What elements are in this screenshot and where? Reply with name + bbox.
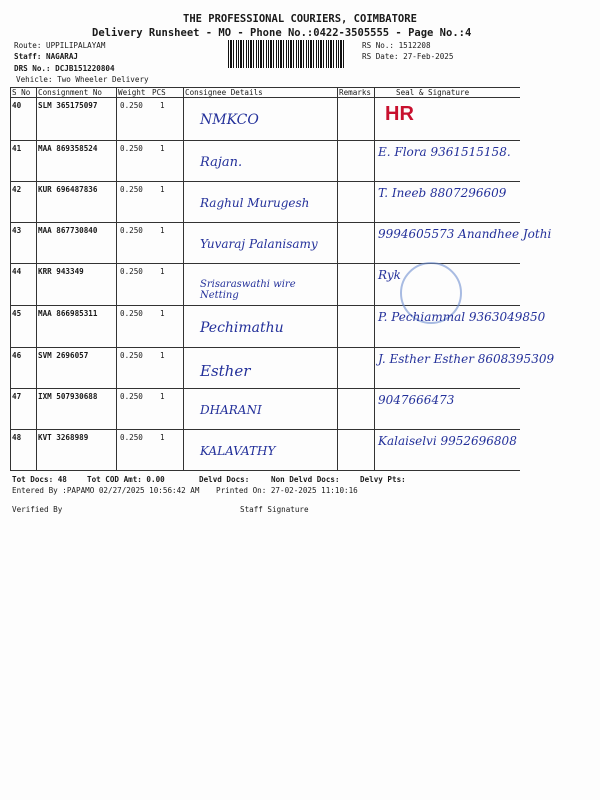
delivered-docs: Delvd Docs: [199, 475, 250, 484]
recipient-signature: 9994605573 Anandhee Jothi [378, 227, 552, 241]
rs-date: RS Date: 27-Feb-2025 [362, 52, 454, 61]
company-seal-stamp [400, 262, 462, 324]
serial-number: 40 [12, 101, 22, 110]
consignee-handwritten: KALAVATHY [200, 444, 276, 458]
consignment-number: MAA 867730840 [38, 226, 98, 235]
serial-number: 41 [12, 144, 22, 153]
weight: 0.250 [120, 351, 143, 360]
column-header-0: S No [12, 88, 31, 97]
table-rule [10, 305, 520, 306]
pieces: 1 [160, 351, 165, 360]
consignment-number: MAA 869358524 [38, 144, 98, 153]
serial-number: 42 [12, 185, 22, 194]
consignment-number: SLM 365175097 [38, 101, 98, 110]
pieces: 1 [160, 392, 165, 401]
consignee-handwritten: Esther [200, 362, 251, 380]
column-divider [116, 87, 117, 470]
consignee-handwritten: Srisaraswathi wire Netting [200, 279, 296, 301]
consignee-handwritten: Yuvaraj Palanisamy [200, 237, 318, 251]
entered-by: Entered By :PAPAMO 02/27/2025 10:56:42 A… [12, 486, 200, 495]
runsheet-subtitle: Delivery Runsheet - MO - Phone No.:0422-… [92, 27, 472, 39]
total-docs: Tot Docs: 48 [12, 475, 67, 484]
total-cod: Tot COD Amt: 0.00 [87, 475, 165, 484]
table-rule [10, 87, 520, 88]
weight: 0.250 [120, 433, 143, 442]
verified-by: Verified By [12, 505, 63, 514]
consignment-number: IXM 507930688 [38, 392, 98, 401]
recipient-signature: Ryk [378, 268, 401, 282]
column-header-2: Weight [118, 88, 146, 97]
table-rule [10, 181, 520, 182]
non-delivered-docs: Non Delvd Docs: [271, 475, 340, 484]
column-divider [36, 87, 37, 470]
serial-number: 44 [12, 267, 22, 276]
consignee-handwritten: Rajan. [200, 155, 243, 170]
table-rule [10, 470, 520, 471]
serial-number: 46 [12, 351, 22, 360]
recipient-signature: P. Pechiammal 9363049850 [378, 310, 546, 324]
table-rule [10, 429, 520, 430]
staff: Staff: NAGARAJ [14, 52, 79, 61]
weight: 0.250 [120, 185, 143, 194]
rs-number: RS No.: 1512208 [362, 41, 431, 50]
printed-on: Printed On: 27-02-2025 11:10:16 [216, 486, 358, 495]
recipient-signature: HR [385, 103, 414, 125]
weight: 0.250 [120, 144, 143, 153]
route: Route: UPPILIPALAYAM [14, 41, 106, 50]
barcode [228, 40, 346, 68]
staff-signature: Staff Signature [240, 505, 309, 514]
column-header-5: Remarks [339, 88, 372, 97]
pieces: 1 [160, 433, 165, 442]
consignment-number: MAA 866985311 [38, 309, 98, 318]
delivery-points: Delvy Pts: [360, 475, 406, 484]
column-header-3: PCS [152, 88, 166, 97]
table-rule [10, 140, 520, 141]
consignee-handwritten: Raghul Murugesh [200, 196, 310, 210]
recipient-signature: Kalaiselvi 9952696808 [378, 434, 517, 448]
recipient-signature: J. Esther Esther 8608395309 [378, 352, 555, 366]
recipient-signature: 9047666473 [378, 393, 455, 407]
pieces: 1 [160, 101, 165, 110]
weight: 0.250 [120, 392, 143, 401]
table-rule [10, 263, 520, 264]
column-divider [337, 87, 338, 470]
table-rule [10, 222, 520, 223]
recipient-signature: T. Ineeb 8807296609 [378, 186, 507, 200]
pieces: 1 [160, 309, 165, 318]
consignment-number: KRR 943349 [38, 267, 84, 276]
consignee-handwritten: DHARANI [200, 403, 262, 417]
weight: 0.250 [120, 267, 143, 276]
consignment-number: KVT 3268989 [38, 433, 89, 442]
weight: 0.250 [120, 101, 143, 110]
pieces: 1 [160, 185, 165, 194]
drs-number: DRS No.: DCJB151220804 [14, 64, 115, 73]
weight: 0.250 [120, 226, 143, 235]
recipient-signature: E. Flora 9361515158. [378, 145, 511, 159]
serial-number: 45 [12, 309, 22, 318]
pieces: 1 [160, 144, 165, 153]
table-rule [10, 347, 520, 348]
column-divider [374, 87, 375, 470]
table-rule [10, 97, 520, 98]
weight: 0.250 [120, 309, 143, 318]
consignee-handwritten: Pechimathu [200, 320, 284, 336]
consignment-number: KUR 696487836 [38, 185, 98, 194]
serial-number: 48 [12, 433, 22, 442]
table-rule [10, 388, 520, 389]
vehicle: Vehicle: Two Wheeler Delivery [16, 75, 149, 84]
pieces: 1 [160, 226, 165, 235]
column-header-1: Consignment No [38, 88, 103, 97]
pieces: 1 [160, 267, 165, 276]
column-header-6: Seal & Signature [396, 88, 470, 97]
serial-number: 47 [12, 392, 22, 401]
company-title: THE PROFESSIONAL COURIERS, COIMBATORE [183, 13, 417, 25]
serial-number: 43 [12, 226, 22, 235]
consignment-number: SVM 2696057 [38, 351, 89, 360]
column-divider [183, 87, 184, 470]
consignee-handwritten: NMKCO [200, 112, 259, 128]
column-divider [10, 87, 11, 470]
column-header-4: Consignee Details [185, 88, 263, 97]
